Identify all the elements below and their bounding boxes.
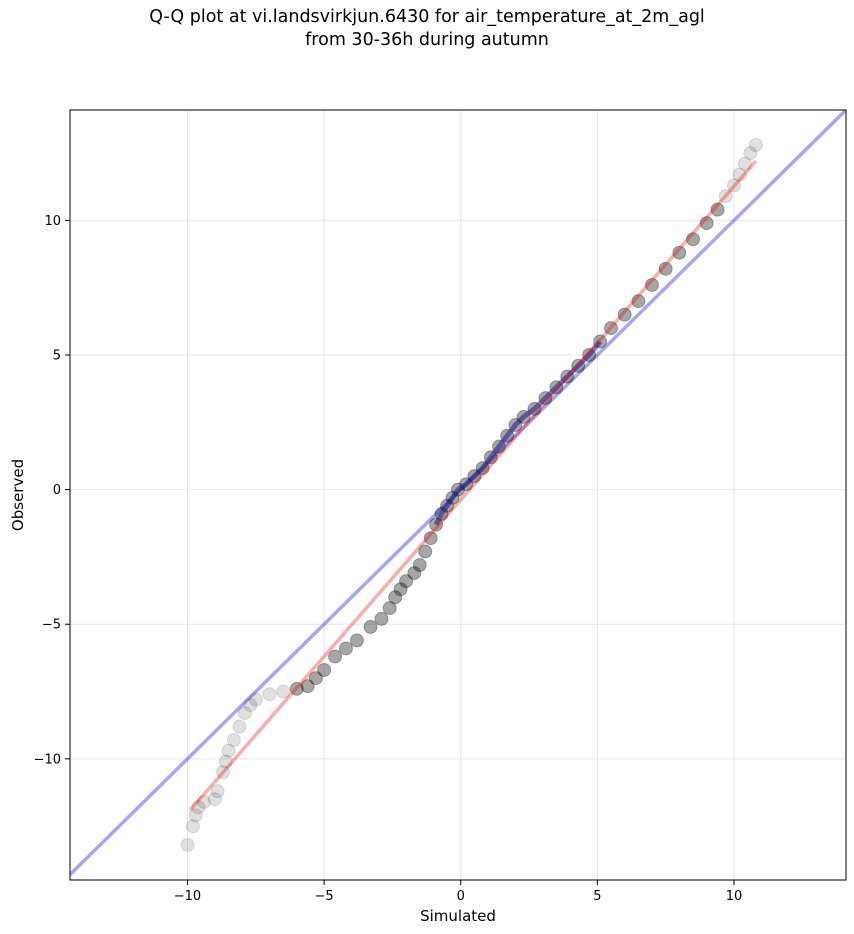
quantile-point [732,167,747,182]
quantile-point [226,733,241,747]
quantile-point [237,706,252,721]
quantile-point [196,794,211,809]
quantile-point [210,784,225,799]
quantile-point [672,245,687,260]
quantile-point [645,278,659,292]
x-tick-label: −5 [315,889,334,904]
quantile-point [363,619,378,634]
quantile-point [423,531,438,546]
chart-title-line2: from 30-36h during autumn [305,30,549,50]
quantile-point [737,156,752,171]
y-axis-ticks: −10 −5 0 5 10 [34,214,70,767]
quantile-point [300,679,315,694]
y-tick-label: 5 [53,349,61,364]
quantile-point [374,611,389,626]
quantile-point [685,232,700,247]
quantile-point [180,838,195,852]
x-tick-label: 0 [457,889,465,904]
quantile-point [338,641,353,656]
quantile-point [191,800,206,815]
quantile-point [262,687,277,702]
fit-line [188,160,758,812]
quantile-point [185,819,200,834]
quantile-point [658,261,673,276]
quantile-point [218,754,233,769]
quantile-point [308,671,323,686]
quantile-point [289,681,304,696]
quantile-point [328,649,343,664]
fit-lines [188,160,758,812]
quantile-point [276,684,291,699]
quantile-point [216,765,231,780]
plot-frame [69,109,847,881]
quantile-point [399,574,414,589]
quantile-point [248,692,263,707]
quantile-point [407,566,422,581]
quantile-point [243,698,258,712]
chart-title: Q-Q plot at vi.landsvirkjun.6430 for air… [0,6,854,52]
x-axis-label: Simulated [420,907,496,925]
quantile-point [604,321,619,336]
y-axis-label: Observed [9,459,27,531]
quantile-point [207,792,222,807]
x-axis-ticks: −10 −5 0 5 10 [174,880,742,904]
y-tick-label: 10 [44,214,61,229]
quantile-point [718,189,733,204]
x-tick-label: 5 [593,889,601,904]
quantile-point [349,633,364,648]
quantile-point [418,544,433,559]
quantile-point [710,202,725,217]
y-tick-label: 0 [53,483,61,498]
quantile-point [393,582,408,597]
x-tick-label: −10 [174,889,201,904]
quantile-point [188,808,203,823]
quantile-point [221,743,236,758]
y-tick-label: −10 [34,752,61,767]
quantile-point [388,590,403,605]
quantile-point [412,558,427,572]
dense-quantile-trace [433,339,603,526]
chart-title-line1: Q-Q plot at vi.landsvirkjun.6430 for air… [149,7,705,27]
quantile-point [748,138,763,152]
x-tick-label: 10 [726,889,743,904]
y-tick-label: −5 [42,618,61,633]
quantile-point [617,307,632,322]
quantile-point [317,663,332,677]
plot-area [70,110,846,880]
quantile-point [631,294,646,309]
quantile-point [232,719,247,734]
quantile-point [699,216,714,231]
quantile-point [726,178,741,193]
quantile-point [743,146,758,161]
quantile-point [382,601,397,616]
